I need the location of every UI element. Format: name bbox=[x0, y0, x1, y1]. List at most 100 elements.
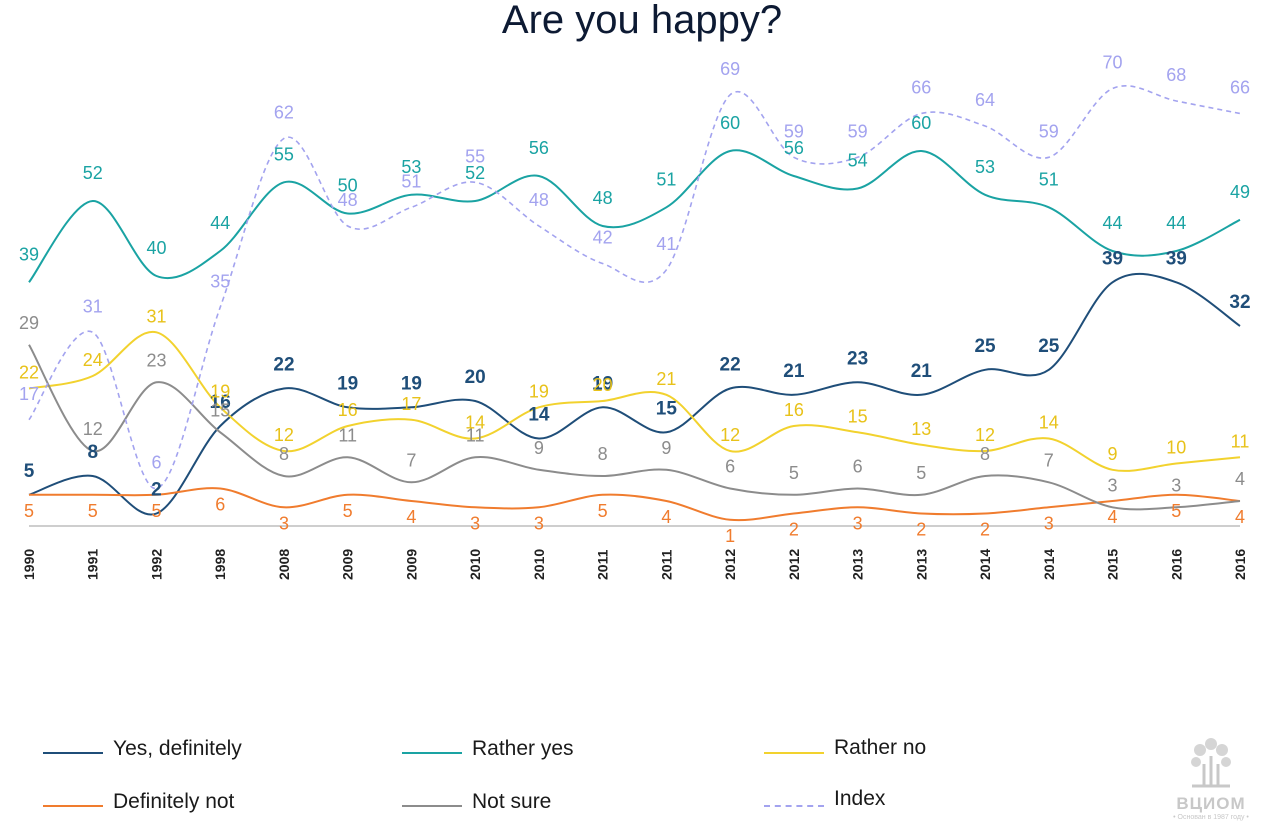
data-label: 11 bbox=[1231, 431, 1250, 451]
data-label: 6 bbox=[215, 495, 225, 515]
data-label: 25 bbox=[1038, 336, 1060, 357]
data-label: 19 bbox=[592, 373, 613, 394]
data-label: 5 bbox=[1171, 501, 1181, 521]
x-axis: 1990 1991 1992 1998 2008 2009 2009 2010 2010 2011… bbox=[21, 525, 1248, 580]
data-label: 68 bbox=[1166, 65, 1186, 85]
data-label: 66 bbox=[1230, 78, 1250, 98]
legend-swatch bbox=[402, 752, 462, 754]
data-label: 44 bbox=[210, 213, 230, 233]
x-tick-label: 2009 bbox=[340, 549, 356, 580]
x-tick-label: 1998 bbox=[212, 549, 228, 580]
data-label: 25 bbox=[974, 336, 996, 357]
data-label: 48 bbox=[338, 190, 358, 210]
chart-title: Are you happy? bbox=[501, 0, 783, 42]
legend-label: Rather no bbox=[834, 736, 927, 759]
data-label: 19 bbox=[337, 373, 358, 394]
series-line-rather-no bbox=[28, 330, 1241, 472]
data-label: 59 bbox=[784, 121, 804, 141]
x-tick-label: 2011 bbox=[658, 549, 674, 580]
data-label: 4 bbox=[406, 507, 416, 527]
data-label: 7 bbox=[406, 450, 416, 470]
legend-swatch bbox=[402, 805, 462, 807]
data-label: 21 bbox=[783, 361, 805, 382]
data-label: 8 bbox=[598, 444, 608, 464]
x-tick-label: 1992 bbox=[148, 549, 164, 580]
data-label: 12 bbox=[274, 425, 294, 445]
data-label: 5 bbox=[88, 501, 98, 521]
legend-label: Index bbox=[834, 787, 886, 810]
legend-swatch bbox=[764, 752, 824, 754]
data-label: 12 bbox=[975, 425, 995, 445]
data-label: 52 bbox=[83, 163, 103, 183]
x-tick-label: 2016 bbox=[1232, 549, 1248, 580]
data-label: 3 bbox=[1044, 513, 1054, 533]
x-tick-label: 2015 bbox=[1105, 549, 1121, 580]
data-label: 17 bbox=[19, 384, 39, 404]
data-label: 22 bbox=[273, 355, 294, 376]
data-label: 19 bbox=[210, 381, 230, 401]
data-label: 55 bbox=[465, 146, 485, 166]
data-label: 2 bbox=[916, 520, 926, 540]
data-label: 56 bbox=[529, 138, 549, 158]
data-label: 70 bbox=[1103, 53, 1123, 73]
data-label: 11 bbox=[338, 425, 357, 445]
data-label: 54 bbox=[848, 151, 868, 171]
data-label: 4 bbox=[1235, 469, 1245, 489]
legend-swatch bbox=[764, 805, 824, 807]
tree-logo-icon bbox=[1191, 738, 1231, 788]
data-label: 6 bbox=[725, 457, 735, 477]
x-tick-label: 2016 bbox=[1168, 549, 1184, 580]
data-label: 16 bbox=[338, 400, 358, 420]
series-line-definitely-not bbox=[28, 487, 1241, 522]
legend-label: Not sure bbox=[472, 790, 552, 813]
line-chart: 1990 1991 1992 1998 2008 2009 2009 2010 2010 2011… bbox=[19, 53, 1251, 581]
data-label: 24 bbox=[83, 350, 103, 370]
data-label: 19 bbox=[401, 373, 422, 394]
x-tick-label: 2012 bbox=[722, 549, 738, 580]
x-tick-label: 1991 bbox=[85, 549, 101, 580]
data-label: 22 bbox=[720, 355, 741, 376]
data-label: 20 bbox=[593, 375, 613, 395]
x-tick-label: 2012 bbox=[786, 549, 802, 580]
x-tick-label: 2008 bbox=[276, 549, 292, 580]
data-label: 51 bbox=[1039, 169, 1059, 189]
data-label: 40 bbox=[146, 238, 166, 258]
data-label: 15 bbox=[210, 400, 230, 420]
data-label: 2 bbox=[980, 520, 990, 540]
data-label: 8 bbox=[87, 442, 98, 463]
data-label: 19 bbox=[529, 381, 549, 401]
data-label: 4 bbox=[661, 507, 671, 527]
data-label: 3 bbox=[1108, 475, 1118, 495]
data-label: 44 bbox=[1103, 213, 1123, 233]
data-label: 52 bbox=[465, 163, 485, 183]
legend-swatch bbox=[43, 805, 103, 807]
data-label: 22 bbox=[19, 363, 39, 383]
legend-swatch bbox=[43, 752, 103, 754]
data-label: 4 bbox=[1235, 507, 1245, 527]
series-line-index bbox=[28, 85, 1241, 490]
data-label: 60 bbox=[720, 113, 740, 133]
logo-tagline: • Основан в 1987 году • bbox=[1173, 814, 1249, 821]
data-label: 39 bbox=[19, 244, 39, 264]
data-label: 6 bbox=[853, 457, 863, 477]
data-label: 7 bbox=[1044, 450, 1054, 470]
data-label: 17 bbox=[401, 394, 421, 414]
data-label: 50 bbox=[338, 176, 358, 196]
data-label: 15 bbox=[656, 398, 678, 419]
data-label: 21 bbox=[911, 361, 933, 382]
logo-name: ВЦИОМ bbox=[1176, 794, 1246, 813]
legend-label: Yes, definitely bbox=[113, 737, 242, 760]
data-label: 51 bbox=[401, 171, 421, 191]
data-label: 1 bbox=[725, 526, 735, 546]
data-label: 55 bbox=[274, 144, 294, 164]
legend-label: Rather yes bbox=[472, 737, 574, 760]
data-label: 32 bbox=[1229, 292, 1250, 313]
data-label: 69 bbox=[720, 59, 740, 79]
data-label: 48 bbox=[593, 188, 613, 208]
data-label: 16 bbox=[210, 392, 231, 413]
data-label: 64 bbox=[975, 90, 995, 110]
data-label: 39 bbox=[1102, 248, 1123, 269]
data-label: 5 bbox=[24, 501, 34, 521]
data-label: 8 bbox=[980, 444, 990, 464]
